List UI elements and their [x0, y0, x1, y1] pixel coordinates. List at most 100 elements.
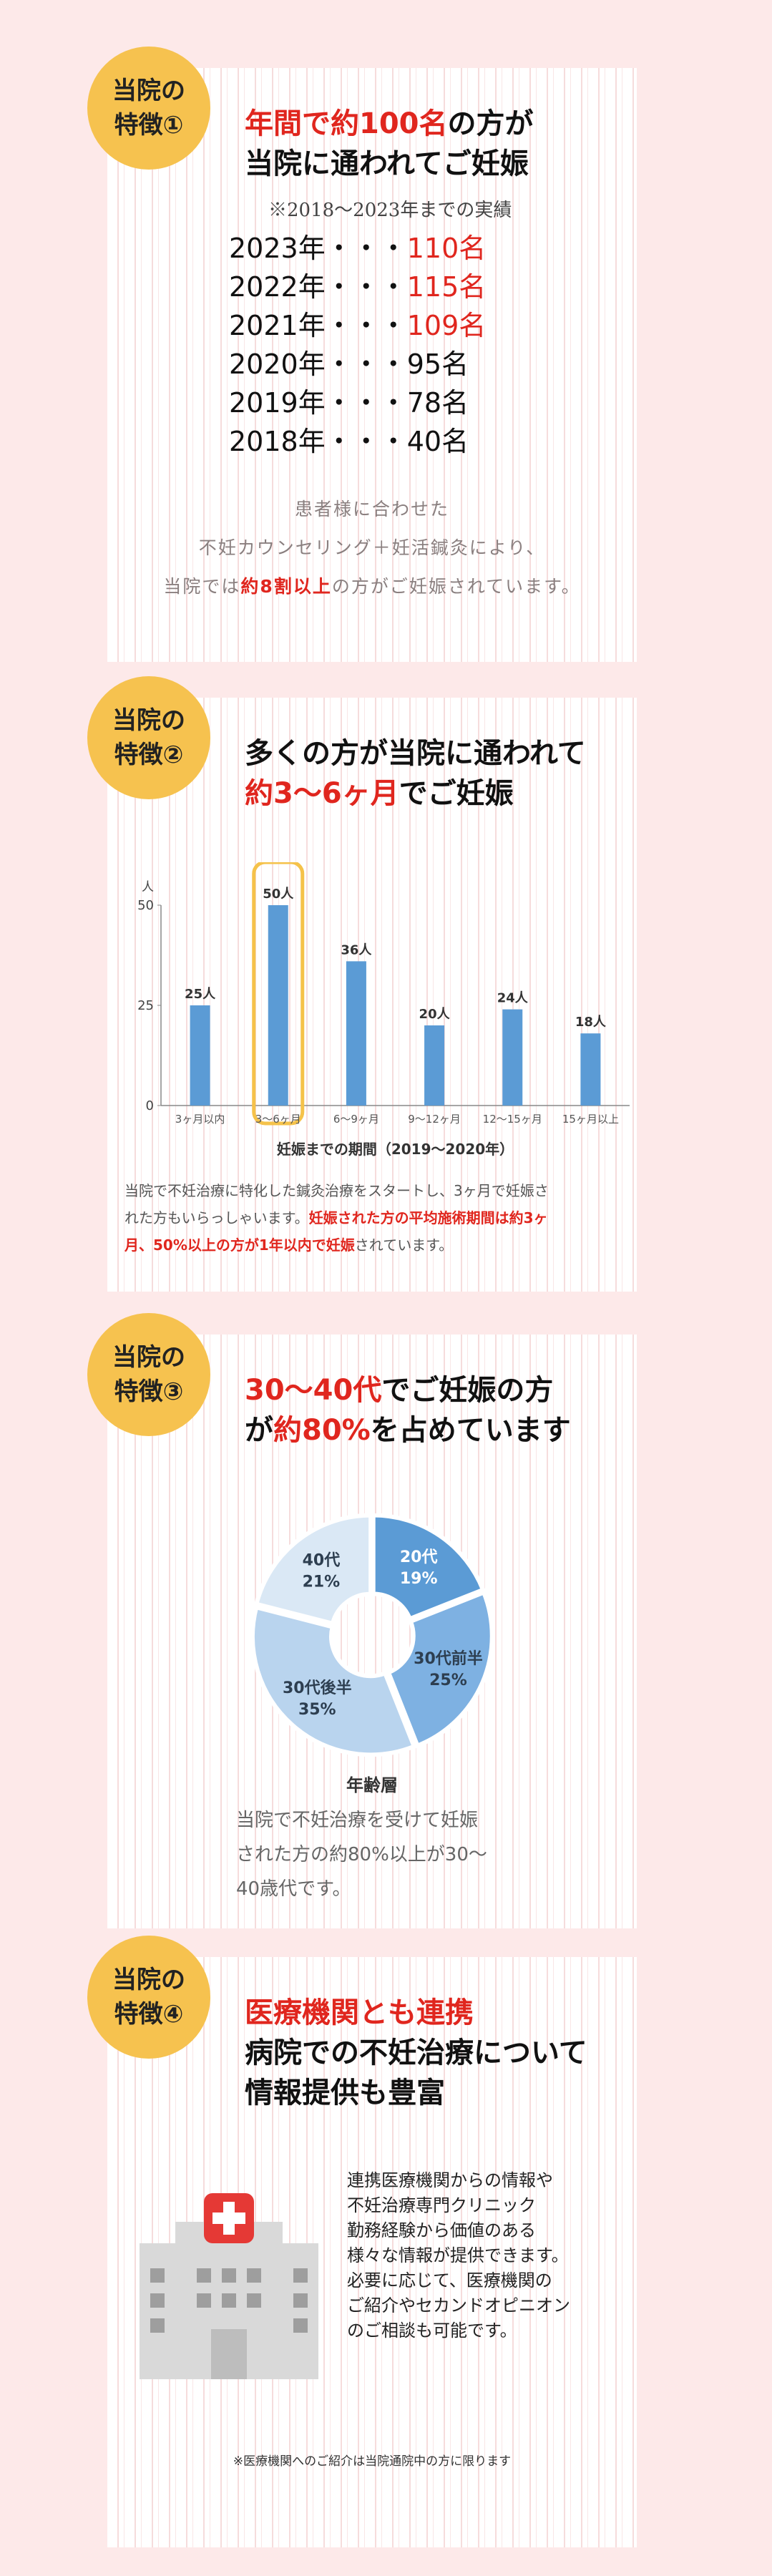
- badge-line-1: 当院の: [112, 77, 185, 105]
- badge-line-1: 当院の: [112, 706, 185, 735]
- x-tick-label: 3～6ヶ月: [255, 1113, 301, 1126]
- body-line: 様々な情報が提供できます。: [347, 2245, 569, 2265]
- year-row: 2018年・・・40名: [229, 422, 469, 461]
- period-note: ※2018～2023年までの実績: [268, 200, 512, 221]
- x-tick-label: 6～9ヶ月: [333, 1113, 379, 1126]
- title-red: 約3～6ヶ月: [245, 777, 399, 810]
- slice-label: 30代前半: [414, 1649, 483, 1668]
- x-tick-label: 9～12ヶ月: [408, 1113, 461, 1126]
- donut-slice: [253, 1513, 373, 1626]
- period-bar-chart: 人 0 25 50 25人 3ヶ月以内 50人 3～6ヶ月 36人 6～9ヶ月 20人 9～12ヶ月 2…: [137, 862, 630, 1158]
- desc-text: の方がご妊娠されています。: [331, 576, 581, 597]
- pie-chart-title: 年齢層: [346, 1775, 398, 1795]
- year-row: 2023年・・・110名: [229, 229, 486, 268]
- feature-3-desc: 当院で不妊治療を受けて妊娠 された方の約80%以上が30～ 40歳代です。: [236, 1803, 487, 1906]
- y-tick-label: 0: [146, 1098, 154, 1113]
- title-rest: を占めています: [370, 1414, 571, 1447]
- title-rest: でご妊娠: [399, 777, 514, 810]
- desc-text: 当院では: [163, 576, 241, 597]
- y-tick-label: 50: [137, 898, 154, 913]
- slice-percent: 21%: [303, 1573, 341, 1591]
- year-count: 95名: [406, 348, 469, 380]
- title-red: 30～40代: [245, 1374, 382, 1407]
- badge-line-2: 特徴③: [114, 1377, 184, 1406]
- donut-slice: [386, 1589, 494, 1749]
- title-red: 医療機関とも連携: [245, 1996, 474, 2029]
- year-row: 2022年・・・115名: [229, 268, 486, 306]
- bar-data-label: 20人: [419, 1007, 451, 1022]
- feature-3-title: 30～40代でご妊娠の方 が約80%を占めています: [245, 1370, 571, 1450]
- year-row: 2020年・・・95名: [229, 345, 469, 384]
- year-count: 109名: [406, 310, 487, 341]
- caption-red: 妊娠された方の平均施術期間は約3ヶ: [308, 1209, 548, 1226]
- chart-2-caption: 当院で不妊治療に特化した鍼灸治療をスタートし、3ヶ月で妊娠さ れた方もいらっしゃ…: [124, 1177, 625, 1259]
- title-text: が: [245, 1414, 273, 1447]
- feature-card-1: 当院の 特徴① 年間で約100名の方が 当院に通われてご妊娠 ※2018～202…: [87, 47, 637, 662]
- year-count: 110名: [406, 233, 487, 264]
- title-red: 約80%: [273, 1414, 371, 1447]
- x-tick-label: 15ヶ月以上: [562, 1113, 619, 1126]
- x-tick-label: 12～15ヶ月: [483, 1113, 542, 1126]
- bar: [268, 905, 288, 1106]
- desc-line: された方の約80%以上が30～: [236, 1844, 487, 1865]
- year-label: 2021年・・・: [229, 310, 407, 341]
- desc-line: 40歳代です。: [236, 1878, 351, 1900]
- desc-red: 約8割以上: [240, 576, 332, 597]
- bar-data-label: 24人: [497, 991, 529, 1006]
- feature-badge-1: 当院の 特徴①: [87, 47, 210, 170]
- feature-card-2: 当院の 特徴② 多くの方が当院に通われて 約3～6ヶ月でご妊娠 人 0 25 50 25…: [87, 676, 637, 1292]
- bar-data-label: 18人: [575, 1015, 607, 1030]
- title-line-2: 病院での不妊治療について: [245, 2036, 587, 2069]
- feature-4-body: 連携医療機関からの情報や 不妊治療専門クリニック 勤務経験から価値のある 様々な…: [347, 2168, 570, 2343]
- bar-data-label: 36人: [341, 942, 372, 957]
- body-line: ご紹介やセカンドオピニオン: [347, 2296, 570, 2316]
- donut-slice: [371, 1513, 486, 1622]
- caption-line: れた方もいらっしゃいます。妊娠された方の平均施術期間は約3ヶ: [124, 1204, 625, 1231]
- bar: [346, 961, 366, 1106]
- highlight-frame: [252, 862, 305, 1126]
- year-label: 2023年・・・: [229, 233, 407, 264]
- year-count: 115名: [406, 271, 487, 303]
- feature-badge-2: 当院の 特徴②: [87, 676, 210, 799]
- body-line: のご相談も可能です。: [347, 2321, 517, 2341]
- bar: [190, 1005, 210, 1106]
- body-line: 不妊治療専門クリニック: [347, 2195, 536, 2215]
- y-tick-label: 25: [137, 998, 154, 1013]
- caption-text: されています。: [354, 1236, 454, 1254]
- feature-card-3: 当院の 特徴③ 30～40代でご妊娠の方 が約80%を占めています 20代 19%…: [87, 1313, 637, 1928]
- feature-1-title: 年間で約100名の方が 当院に通われてご妊娠: [245, 104, 534, 184]
- desc-line: 患者様に合わせた: [294, 499, 449, 519]
- slice-label: 30代後半: [283, 1679, 352, 1697]
- desc-line: 当院では約8割以上の方がご妊娠されています。: [107, 567, 637, 606]
- slice-label: 40代: [303, 1551, 341, 1569]
- year-label: 2018年・・・: [229, 426, 407, 457]
- slice-percent: 25%: [429, 1672, 467, 1689]
- body-line: 勤務経験から価値のある: [347, 2220, 536, 2240]
- y-axis-unit: 人: [142, 880, 154, 894]
- year-count: 78名: [406, 387, 469, 419]
- body-line: 必要に応じて、医療機関の: [347, 2270, 552, 2290]
- body-line: 連携医療機関からの情報や: [347, 2170, 553, 2190]
- x-tick-label: 3ヶ月以内: [175, 1113, 225, 1126]
- caption-red: 月、50%以上の方が1年以内で妊娠: [124, 1236, 355, 1254]
- donut-slice: [250, 1604, 417, 1757]
- slice-percent: 19%: [400, 1570, 438, 1588]
- bar: [580, 1033, 601, 1106]
- bar: [424, 1025, 445, 1106]
- title-rest: でご妊娠の方: [381, 1374, 554, 1407]
- title-line-3: 情報提供も豊富: [245, 2077, 445, 2109]
- hospital-icon: [140, 2193, 318, 2379]
- age-donut-chart: 20代 19% 30代前半 25% 30代後半 35% 40代 21%: [250, 1513, 494, 1757]
- badge-line-1: 当院の: [112, 1343, 185, 1372]
- x-axis-title: 妊娠までの期間（2019～2020年）: [277, 1141, 514, 1158]
- title-line-1: 多くの方が当院に通われて: [245, 737, 586, 770]
- desc-line: 不妊カウンセリング＋妊活鍼灸により、: [198, 537, 546, 558]
- caption-line: 月、50%以上の方が1年以内で妊娠されています。: [124, 1231, 625, 1259]
- desc-line: 当院で不妊治療を受けて妊娠: [236, 1810, 479, 1831]
- feature-4-title: 医療機関とも連携 病院での不妊治療について 情報提供も豊富: [245, 1993, 587, 2113]
- bar-data-label: 50人: [263, 887, 294, 902]
- title-red: 年間で約100名: [245, 107, 448, 140]
- year-label: 2022年・・・: [229, 271, 407, 303]
- caption-text: れた方もいらっしゃいます。: [124, 1209, 309, 1226]
- feature-card-4: 当院の 特徴④ 医療機関とも連携 病院での不妊治療について 情報提供も豊富 連携…: [87, 1936, 637, 2547]
